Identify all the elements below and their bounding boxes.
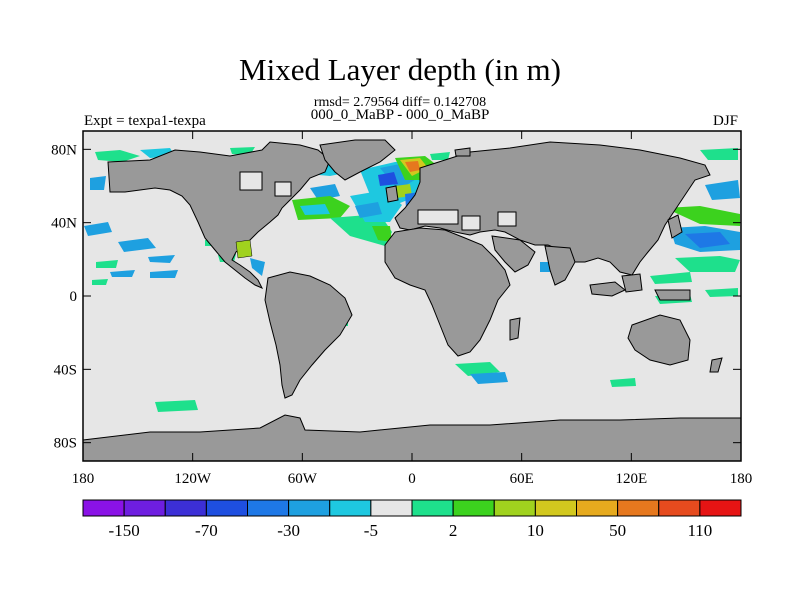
colorbar: -150 -70 -30 -5 2 10 50 110 (82, 499, 742, 540)
land-north-america (107, 141, 331, 289)
anomaly-patch (355, 202, 382, 218)
land-south-america (264, 271, 353, 399)
lake (239, 171, 263, 191)
lat-tick-label: 40S (54, 362, 77, 378)
plot-title: Mixed Layer depth (in m) (239, 52, 561, 87)
land-australia (627, 314, 691, 366)
colorbar-box (576, 499, 619, 517)
lat-tick-label: 0 (70, 289, 78, 305)
anomaly-patch (250, 258, 265, 276)
colorbar-label: -30 (277, 521, 300, 540)
anomaly-patch (685, 232, 730, 248)
colorbar-box (370, 499, 413, 517)
comparison-label: 000_0_MaBP - 000_0_MaBP (310, 107, 490, 123)
anomaly-patch (95, 150, 140, 162)
anomaly-patch (84, 222, 112, 236)
land-borneo (621, 273, 643, 293)
land-japan (667, 214, 683, 239)
land-eurasia (394, 141, 711, 276)
colorbar-box (617, 499, 660, 517)
anomaly-patch (235, 239, 253, 259)
colorbar-label: -150 (109, 521, 140, 540)
experiment-label: Expt = texpa1-texpa (84, 113, 206, 129)
land-madagascar (509, 317, 521, 341)
colorbar-box (534, 499, 577, 517)
land-uk (385, 185, 399, 203)
colorbar-box (164, 499, 207, 517)
colorbar-label: -70 (195, 521, 218, 540)
land-india (544, 245, 576, 286)
colorbar-label: 10 (527, 521, 544, 540)
colorbar-box (493, 499, 536, 517)
colorbar-label: 110 (687, 521, 712, 540)
land-africa (384, 227, 511, 357)
axis-ticks (82, 131, 742, 461)
colorbar-box (329, 499, 372, 517)
anomaly-patch (155, 400, 198, 412)
anomaly-patch (540, 262, 550, 272)
map-panel (82, 130, 742, 462)
anomaly-patch (610, 378, 636, 387)
lon-tick-label: 0 (408, 471, 416, 487)
anomaly-patch (148, 255, 175, 263)
lon-tick-label: 180 (72, 471, 95, 487)
lake (417, 209, 459, 225)
anomaly-patch (90, 176, 106, 190)
anomaly-patch (665, 206, 740, 226)
stats-label: rmsd= 2.79564 diff= 0.142708 (313, 95, 487, 110)
anomaly-patch (470, 372, 508, 384)
lon-tick-label: 120W (174, 471, 212, 487)
lon-tick-label: 60W (288, 471, 318, 487)
anomaly-patch (150, 270, 178, 278)
lon-tick-label: 60E (510, 471, 534, 487)
anomaly-patch (96, 260, 118, 268)
colorbar-label: -5 (364, 521, 378, 540)
anomaly-patch (455, 362, 500, 376)
anomaly-patch (705, 180, 740, 200)
anomaly-patch (110, 270, 135, 277)
anomaly-patch (118, 238, 156, 252)
lon-tick-label: 180 (730, 471, 753, 487)
axis-tick-labels: 180 120W 60W 0 60E 120E 180 80N 40N 0 40S 80S (51, 142, 752, 487)
anomaly-patch (430, 152, 450, 160)
lon-tick-label: 120E (615, 471, 647, 487)
lat-tick-label: 80N (51, 142, 77, 158)
lat-tick-label: 80S (54, 436, 77, 452)
colorbar-box (247, 499, 290, 517)
anomaly-patch (405, 161, 420, 172)
lake (274, 181, 292, 197)
season-label: DJF (712, 113, 738, 129)
anomaly-patch (705, 288, 738, 297)
colorbar-label: 50 (609, 521, 626, 540)
anomaly-patch (310, 184, 340, 200)
land-arabia (491, 235, 536, 273)
land-greenland (319, 139, 396, 181)
colorbar-box (123, 499, 166, 517)
colorbar-label: 2 (449, 521, 458, 540)
colorbar-box (658, 499, 701, 517)
colorbar-box (288, 499, 331, 517)
land-masses (82, 139, 742, 462)
land-arctic-islands (454, 147, 471, 157)
anomaly-patch (650, 272, 692, 284)
colorbar-box (452, 499, 495, 517)
colorbar-box (82, 499, 125, 517)
colorbar-box (205, 499, 248, 517)
land-new-zealand (709, 357, 723, 373)
inland-water (239, 171, 517, 231)
land-new-guinea (654, 289, 691, 301)
anomaly-patch (300, 204, 330, 215)
lake (461, 215, 481, 231)
anomaly-patch (700, 148, 738, 160)
land-indonesia (589, 281, 626, 297)
anomaly-patch (378, 172, 398, 186)
anomaly-patch (675, 256, 740, 272)
lake (497, 211, 517, 227)
colorbar-box (411, 499, 454, 517)
anomaly-patch (372, 226, 392, 242)
anomaly-patch (92, 279, 108, 285)
lat-tick-label: 40N (51, 216, 77, 232)
colorbar-box (699, 499, 742, 517)
